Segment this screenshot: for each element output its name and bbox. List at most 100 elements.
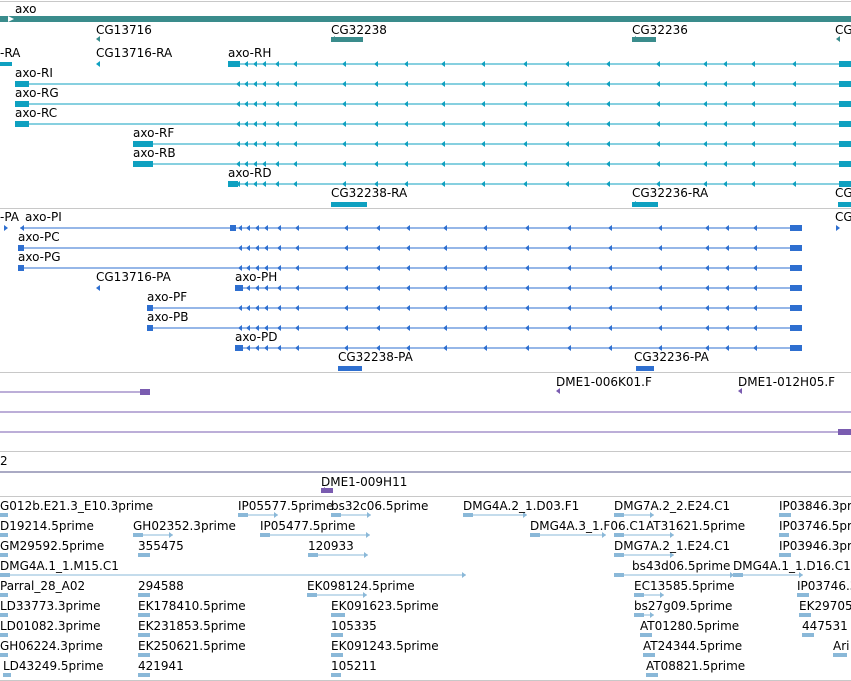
arrow-left-icon[interactable]	[565, 81, 569, 87]
exon-block[interactable]	[797, 593, 809, 597]
arrow-left-icon[interactable]	[264, 225, 268, 231]
arrow-left-icon[interactable]	[262, 81, 266, 87]
exon-block[interactable]	[147, 325, 153, 331]
arrow-right-icon[interactable]	[670, 532, 674, 538]
arrow-left-icon[interactable]	[725, 265, 729, 271]
arrow-left-icon[interactable]	[238, 325, 242, 331]
arrow-left-icon[interactable]	[723, 61, 727, 67]
est-label[interactable]: 105211	[331, 659, 377, 673]
arrow-left-icon[interactable]	[753, 305, 757, 311]
arrow-left-icon[interactable]	[606, 141, 610, 147]
arrow-left-icon[interactable]	[483, 345, 487, 351]
arrow-left-icon[interactable]	[632, 201, 636, 207]
arrow-left-icon[interactable]	[244, 61, 248, 67]
est-label[interactable]: bs43d06.5prime	[632, 559, 731, 573]
arrow-left-icon[interactable]	[244, 101, 248, 107]
exon-block[interactable]	[15, 101, 29, 107]
exon-block[interactable]	[0, 613, 8, 617]
arrow-left-icon[interactable]	[703, 61, 707, 67]
arrow-left-icon[interactable]	[275, 101, 279, 107]
arrow-left-icon[interactable]	[406, 305, 410, 311]
exon-block[interactable]	[138, 553, 150, 557]
arrow-left-icon[interactable]	[523, 61, 527, 67]
exon-block[interactable]	[0, 593, 8, 597]
exon-block[interactable]	[15, 121, 29, 127]
arrow-left-icon[interactable]	[523, 121, 527, 127]
arrow-left-icon[interactable]	[344, 245, 348, 251]
est-label[interactable]: LD33773.3prime	[0, 599, 101, 613]
exon-block[interactable]	[18, 245, 24, 251]
exon-block[interactable]	[643, 653, 655, 657]
arrow-left-icon[interactable]	[483, 265, 487, 271]
arrow-left-icon[interactable]	[293, 121, 297, 127]
arrow-left-icon[interactable]	[293, 101, 297, 107]
exon-block[interactable]	[18, 265, 24, 271]
arrow-left-icon[interactable]	[567, 305, 571, 311]
arrow-left-icon[interactable]	[374, 161, 378, 167]
exon-block[interactable]	[308, 553, 318, 557]
arrow-left-icon[interactable]	[656, 81, 660, 87]
arrow-left-icon[interactable]	[404, 181, 408, 187]
est-label[interactable]: IP05477.5prime	[260, 519, 356, 533]
arrow-left-icon[interactable]	[277, 225, 281, 231]
arrow-left-icon[interactable]	[253, 121, 257, 127]
arrow-right-icon[interactable]	[650, 612, 654, 618]
est-label[interactable]: 120933	[308, 539, 354, 553]
arrow-left-icon[interactable]	[253, 181, 257, 187]
arrow-left-icon[interactable]	[658, 265, 662, 271]
est-label[interactable]: AT31621.5prime	[646, 519, 746, 533]
arrow-left-icon[interactable]	[404, 81, 408, 87]
arrow-left-icon[interactable]	[481, 121, 485, 127]
est-label[interactable]: bs27g09.5prime	[634, 599, 733, 613]
gene-gap-icon[interactable]	[8, 16, 14, 22]
est-label[interactable]: 447531	[802, 619, 848, 633]
exon-block[interactable]	[614, 573, 624, 577]
arrow-left-icon[interactable]	[608, 265, 612, 271]
arrow-left-icon[interactable]	[441, 141, 445, 147]
exon-block[interactable]	[235, 345, 243, 351]
arrow-left-icon[interactable]	[481, 141, 485, 147]
arrow-left-icon[interactable]	[836, 36, 840, 42]
arrow-left-icon[interactable]	[238, 225, 242, 231]
arrow-right-icon[interactable]	[836, 225, 840, 231]
arrow-right-icon[interactable]	[650, 512, 654, 518]
arrow-right-icon[interactable]	[670, 552, 674, 558]
arrow-left-icon[interactable]	[523, 181, 527, 187]
transcript-label[interactable]: axo-PB	[147, 310, 189, 324]
arrow-left-icon[interactable]	[608, 305, 612, 311]
arrow-left-icon[interactable]	[406, 225, 410, 231]
arrow-left-icon[interactable]	[725, 325, 729, 331]
arrow-left-icon[interactable]	[525, 325, 529, 331]
exon-block[interactable]	[614, 553, 624, 557]
arrow-left-icon[interactable]	[264, 285, 268, 291]
exon-block[interactable]	[779, 533, 789, 537]
arrow-left-icon[interactable]	[244, 181, 248, 187]
exon-block[interactable]	[228, 181, 238, 187]
arrow-left-icon[interactable]	[606, 161, 610, 167]
transcript-label[interactable]: axo-PC	[18, 230, 60, 244]
transcript-label[interactable]: axo-PG	[18, 250, 61, 264]
arrow-left-icon[interactable]	[705, 345, 709, 351]
arrow-left-icon[interactable]	[792, 101, 796, 107]
arrow-left-icon[interactable]	[656, 141, 660, 147]
est-label[interactable]: DMG4A.2_1.D03.F1	[463, 499, 580, 513]
arrow-left-icon[interactable]	[277, 325, 281, 331]
exon-block[interactable]	[138, 613, 150, 617]
arrow-left-icon[interactable]	[606, 181, 610, 187]
arrow-left-icon[interactable]	[792, 161, 796, 167]
arrow-left-icon[interactable]	[725, 225, 729, 231]
est-label[interactable]: IP03946.3pri	[779, 539, 851, 553]
arrow-left-icon[interactable]	[374, 181, 378, 187]
exon-block[interactable]	[133, 161, 153, 167]
arrow-left-icon[interactable]	[658, 225, 662, 231]
arrow-left-icon[interactable]	[275, 121, 279, 127]
arrow-left-icon[interactable]	[255, 305, 259, 311]
arrow-left-icon[interactable]	[376, 265, 380, 271]
arrow-right-icon[interactable]	[462, 572, 466, 578]
exon-block[interactable]	[640, 633, 652, 637]
arrow-left-icon[interactable]	[481, 81, 485, 87]
arrow-left-icon[interactable]	[376, 245, 380, 251]
arrow-left-icon[interactable]	[705, 305, 709, 311]
arrow-left-icon[interactable]	[481, 101, 485, 107]
arrow-left-icon[interactable]	[703, 181, 707, 187]
